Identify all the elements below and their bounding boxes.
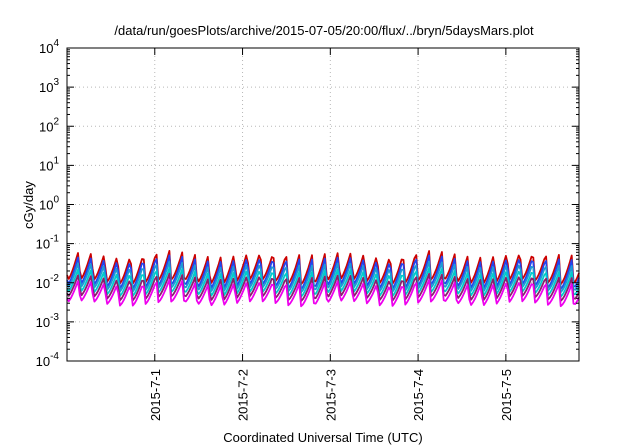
x-tick-label: 2015-7-2 [236,369,251,421]
chart-title: /data/run/goesPlots/archive/2015-07-05/2… [114,23,534,38]
y-tick-label: 102 [39,116,59,134]
x-axis-label: Coordinated Universal Time (UTC) [223,430,422,445]
series-line [66,254,580,291]
series-line [66,266,580,298]
series-line [66,249,580,286]
x-tick-label: 2015-7-5 [499,369,514,421]
y-tick-label: 10-4 [36,351,60,369]
grid [67,48,579,361]
y-tick-label: 10-1 [36,234,60,252]
x-axis: 2015-7-1 2015-7-2 2015-7-3 2015-7-4 2015-7-5 [148,48,514,421]
y-tick-label: 10-2 [36,273,60,291]
y-tick-label: 101 [39,155,59,173]
series-group [66,249,580,308]
series-line [66,260,580,294]
x-tick-label: 2015-7-1 [148,369,163,421]
x-tick-label: 2015-7-4 [411,369,426,421]
y-tick-label: 103 [39,77,59,95]
y-tick-label: 100 [39,195,59,213]
series-line [66,272,580,302]
x-tick-label: 2015-7-3 [323,369,338,421]
series-line [66,278,580,308]
y-axis: 104 103 102 101 100 10-1 10-2 10-3 10-4 [36,38,579,369]
y-tick-label: 104 [39,38,59,56]
y-axis-label: cGy/day [21,181,36,229]
y-tick-label: 10-3 [36,312,60,330]
